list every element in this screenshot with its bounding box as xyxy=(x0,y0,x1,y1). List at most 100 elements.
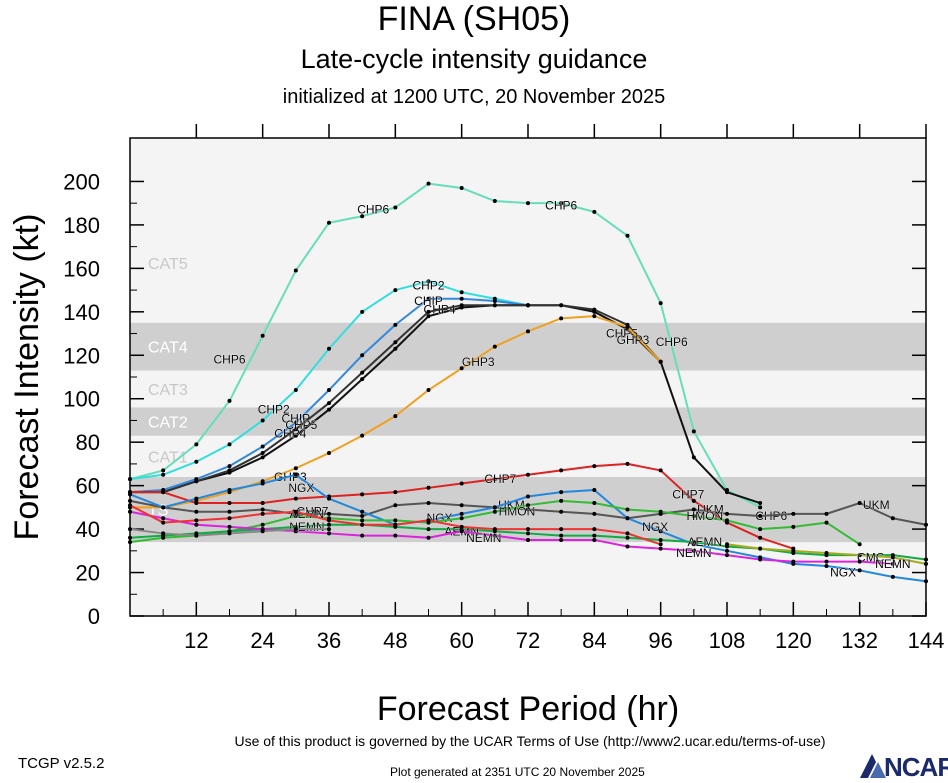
data-point xyxy=(625,535,630,540)
data-point xyxy=(459,516,464,521)
data-point xyxy=(360,377,365,382)
data-point xyxy=(791,548,796,553)
series-label-ngx: NGX xyxy=(830,566,856,580)
category-band-cat5 xyxy=(130,138,926,323)
y-tick-label: 160 xyxy=(63,256,100,281)
series-line-chp6 xyxy=(129,182,761,509)
series-label-ngx: NGX xyxy=(288,481,314,495)
data-point xyxy=(360,353,365,358)
data-point xyxy=(658,509,663,514)
data-point xyxy=(625,531,630,536)
data-point xyxy=(691,514,696,519)
series-line-nemn xyxy=(129,510,893,565)
data-point xyxy=(260,455,265,460)
series-label-chp2: CHP2 xyxy=(412,279,444,293)
data-point xyxy=(426,527,431,532)
data-point xyxy=(857,559,862,564)
data-point xyxy=(260,511,265,516)
data-point xyxy=(128,503,132,508)
series-label-chp6: CHP6 xyxy=(545,198,577,212)
y-tick-label: 120 xyxy=(63,343,100,368)
generated-timestamp: Plot generated at 2351 UTC 20 November 2… xyxy=(390,765,645,779)
data-point xyxy=(161,516,166,521)
data-point xyxy=(526,503,530,508)
data-point xyxy=(758,535,763,540)
data-point xyxy=(194,533,199,538)
data-point xyxy=(658,537,663,542)
data-point xyxy=(758,557,763,562)
data-point xyxy=(526,201,530,206)
data-point xyxy=(260,418,265,423)
data-point xyxy=(161,531,166,536)
category-label-cat4: CAT4 xyxy=(148,340,188,357)
data-point xyxy=(393,533,398,538)
data-point xyxy=(327,401,331,406)
data-point xyxy=(360,509,365,514)
data-point xyxy=(857,553,862,558)
x-tick-label: 36 xyxy=(317,628,341,653)
data-point xyxy=(791,559,796,564)
data-point xyxy=(592,527,597,532)
data-point xyxy=(227,464,232,469)
data-point xyxy=(459,296,464,301)
series-label-ngx: NGX xyxy=(642,520,668,534)
data-point xyxy=(360,433,365,438)
data-point xyxy=(360,214,365,219)
data-point xyxy=(725,518,729,523)
data-point xyxy=(393,503,398,508)
data-point xyxy=(227,509,232,514)
series-label-hmon: HMON xyxy=(499,505,536,519)
data-point xyxy=(857,542,862,547)
data-point xyxy=(559,527,564,532)
data-point xyxy=(426,314,431,319)
data-point xyxy=(227,516,232,521)
data-point xyxy=(824,520,829,525)
data-point xyxy=(293,433,298,438)
data-point xyxy=(227,531,232,536)
y-tick-label: 20 xyxy=(76,561,100,586)
data-point xyxy=(459,529,464,534)
category-label-cat1: CAT1 xyxy=(148,449,188,466)
data-point xyxy=(592,307,597,312)
data-point xyxy=(194,522,199,527)
data-point xyxy=(924,579,928,584)
data-point xyxy=(426,181,431,186)
data-point xyxy=(526,537,530,542)
data-point xyxy=(327,451,331,456)
data-point xyxy=(658,301,663,306)
data-point xyxy=(658,529,663,534)
data-point xyxy=(459,185,464,190)
data-point xyxy=(492,477,497,482)
data-point xyxy=(559,201,564,206)
series-label-ukm: UKM xyxy=(863,498,890,512)
data-point xyxy=(260,444,265,449)
data-point xyxy=(725,490,729,495)
data-point xyxy=(559,490,564,495)
data-point xyxy=(526,507,530,512)
data-point xyxy=(824,550,829,555)
data-point xyxy=(227,398,232,403)
data-point xyxy=(459,303,464,308)
data-point xyxy=(360,514,365,519)
series-label-chip: CHIP xyxy=(414,294,443,308)
series-chp7: CHP7 CHP7 CHP7 xyxy=(128,461,796,551)
data-point xyxy=(592,314,597,319)
data-point xyxy=(459,366,464,371)
ncar-logo: NCAR xyxy=(858,750,948,782)
y-tick-label: 80 xyxy=(76,430,100,455)
data-point xyxy=(459,524,464,529)
chart-title: FINA (SH05) xyxy=(377,0,571,38)
data-point xyxy=(327,527,331,532)
series-avni xyxy=(128,503,663,547)
data-point xyxy=(691,507,696,512)
series-label-chp7: CHP7 xyxy=(484,472,516,486)
data-point xyxy=(526,527,530,532)
data-point xyxy=(592,209,597,214)
data-point xyxy=(492,527,497,532)
data-point xyxy=(592,533,597,538)
y-tick-label: 60 xyxy=(76,474,100,499)
series-label-nemn: NEMN xyxy=(466,531,501,545)
data-point xyxy=(293,268,298,273)
data-point xyxy=(758,501,763,506)
